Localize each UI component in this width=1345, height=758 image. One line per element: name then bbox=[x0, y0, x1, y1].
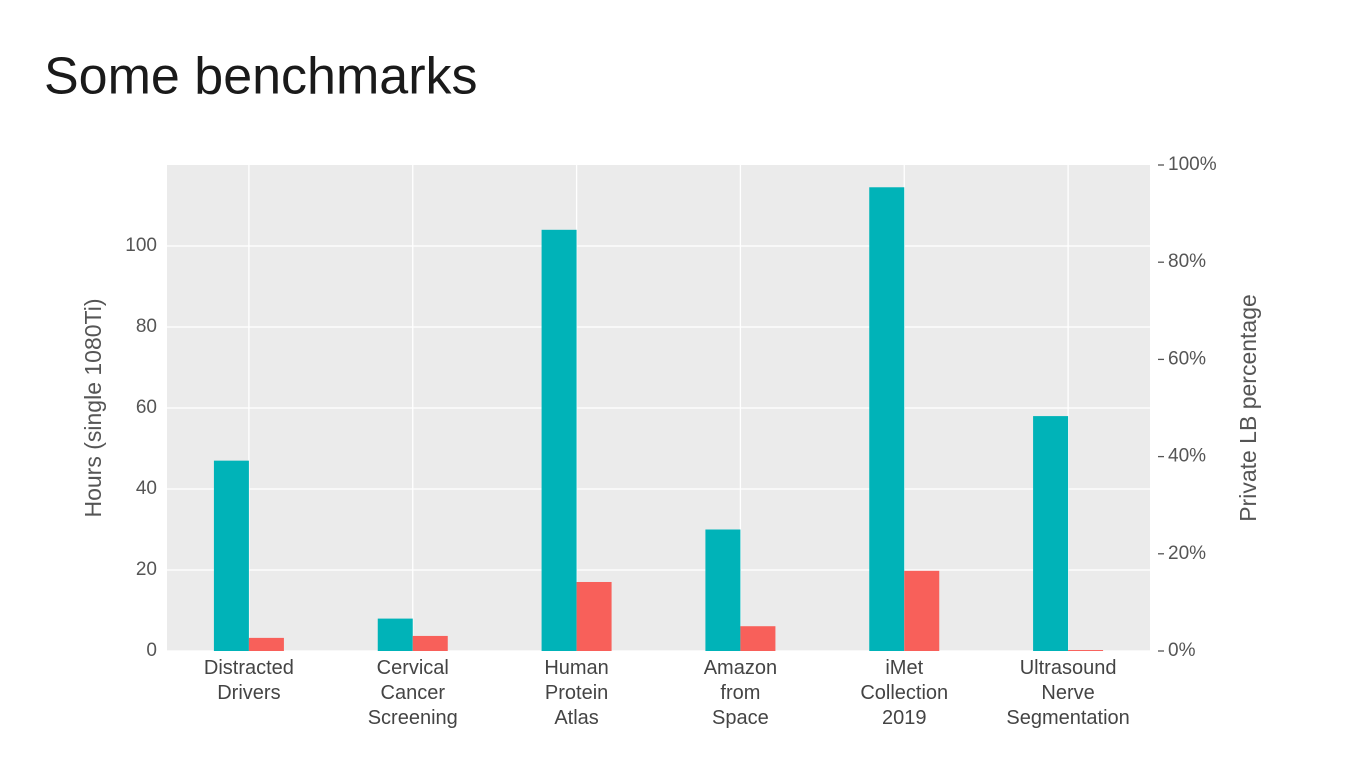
y-tick-label: 80 bbox=[136, 316, 157, 337]
x-tick-label: Human Protein Atlas bbox=[544, 657, 609, 729]
x-tick-label: iMet Collection 2019 bbox=[860, 657, 949, 729]
y2-tick-label: 60% bbox=[1168, 348, 1206, 369]
x-tick-label: Ultrasound Nerve Segmentation bbox=[1006, 657, 1130, 729]
bar bbox=[705, 529, 741, 651]
y2-tick-label: 80% bbox=[1168, 251, 1206, 272]
y-tick-label: 100 bbox=[125, 235, 157, 256]
bar bbox=[740, 626, 776, 651]
bar bbox=[904, 570, 940, 651]
bar bbox=[1033, 416, 1069, 651]
y-axis-label: Hours (single 1080Ti) bbox=[80, 298, 106, 517]
y-tick-label: 0 bbox=[146, 640, 157, 661]
bar bbox=[377, 618, 413, 651]
bar bbox=[1068, 650, 1104, 651]
y-tick-label: 60 bbox=[136, 397, 157, 418]
bar bbox=[248, 637, 284, 651]
x-tick-label: Distracted Drivers bbox=[203, 657, 294, 704]
y2-tick-label: 100% bbox=[1168, 154, 1217, 175]
bar bbox=[541, 229, 577, 652]
y2-axis-label: Private LB percentage bbox=[1235, 294, 1261, 522]
bar bbox=[576, 581, 612, 651]
x-tick-label: Amazon from Space bbox=[703, 657, 778, 729]
bar bbox=[412, 635, 448, 651]
bar bbox=[869, 187, 905, 651]
y2-tick-label: 20% bbox=[1168, 543, 1206, 564]
y-tick-label: 40 bbox=[136, 478, 157, 499]
y-tick-label: 20 bbox=[136, 559, 157, 580]
y2-tick-label: 40% bbox=[1168, 446, 1206, 467]
x-tick-label: Cervical Cancer Screening bbox=[367, 657, 458, 729]
y2-tick-label: 0% bbox=[1168, 640, 1196, 661]
slide-title: Some benchmarks bbox=[44, 48, 478, 106]
bar bbox=[213, 460, 249, 651]
